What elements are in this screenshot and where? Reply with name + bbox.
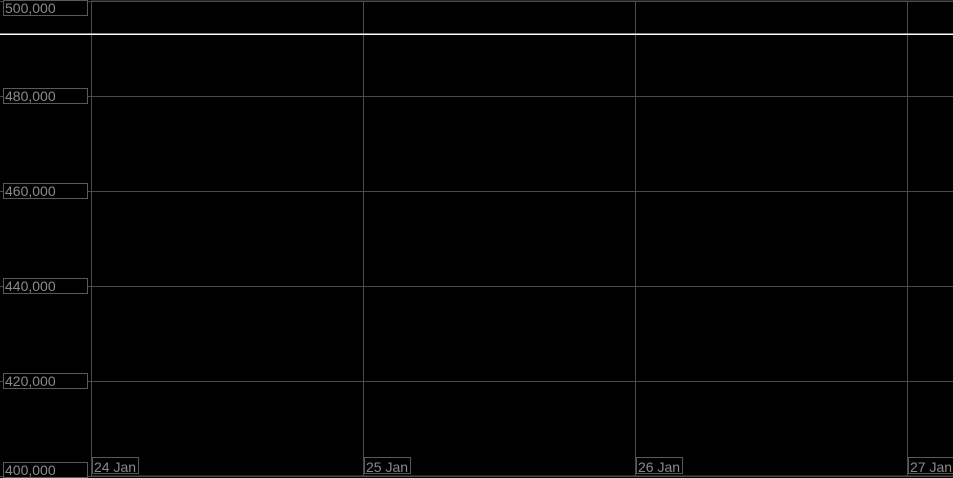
x-tick-label-box (364, 457, 412, 474)
x-tick-label: 25 Jan (366, 459, 408, 475)
y-tick-label: 500,000 (5, 0, 56, 16)
y-tick-label-box (3, 278, 88, 294)
x-tick-label-box (92, 457, 140, 474)
x-tick-label: 24 Jan (94, 459, 136, 475)
y-tick-label: 460,000 (5, 183, 56, 199)
y-tick-label-box (3, 373, 88, 389)
y-tick-label: 400,000 (5, 462, 56, 478)
y-tick-label: 480,000 (5, 88, 56, 104)
y-tick-label: 440,000 (5, 278, 56, 294)
y-tick-label-box (3, 88, 88, 104)
y-tick-label-box (3, 183, 88, 199)
y-tick-label-box (3, 0, 88, 16)
y-tick-label: 420,000 (5, 373, 56, 389)
x-tick-label: 27 Jan (910, 459, 952, 475)
x-tick-label-box (908, 457, 953, 474)
x-tick-label: 26 Jan (638, 459, 680, 475)
x-tick-label-box (636, 457, 684, 474)
